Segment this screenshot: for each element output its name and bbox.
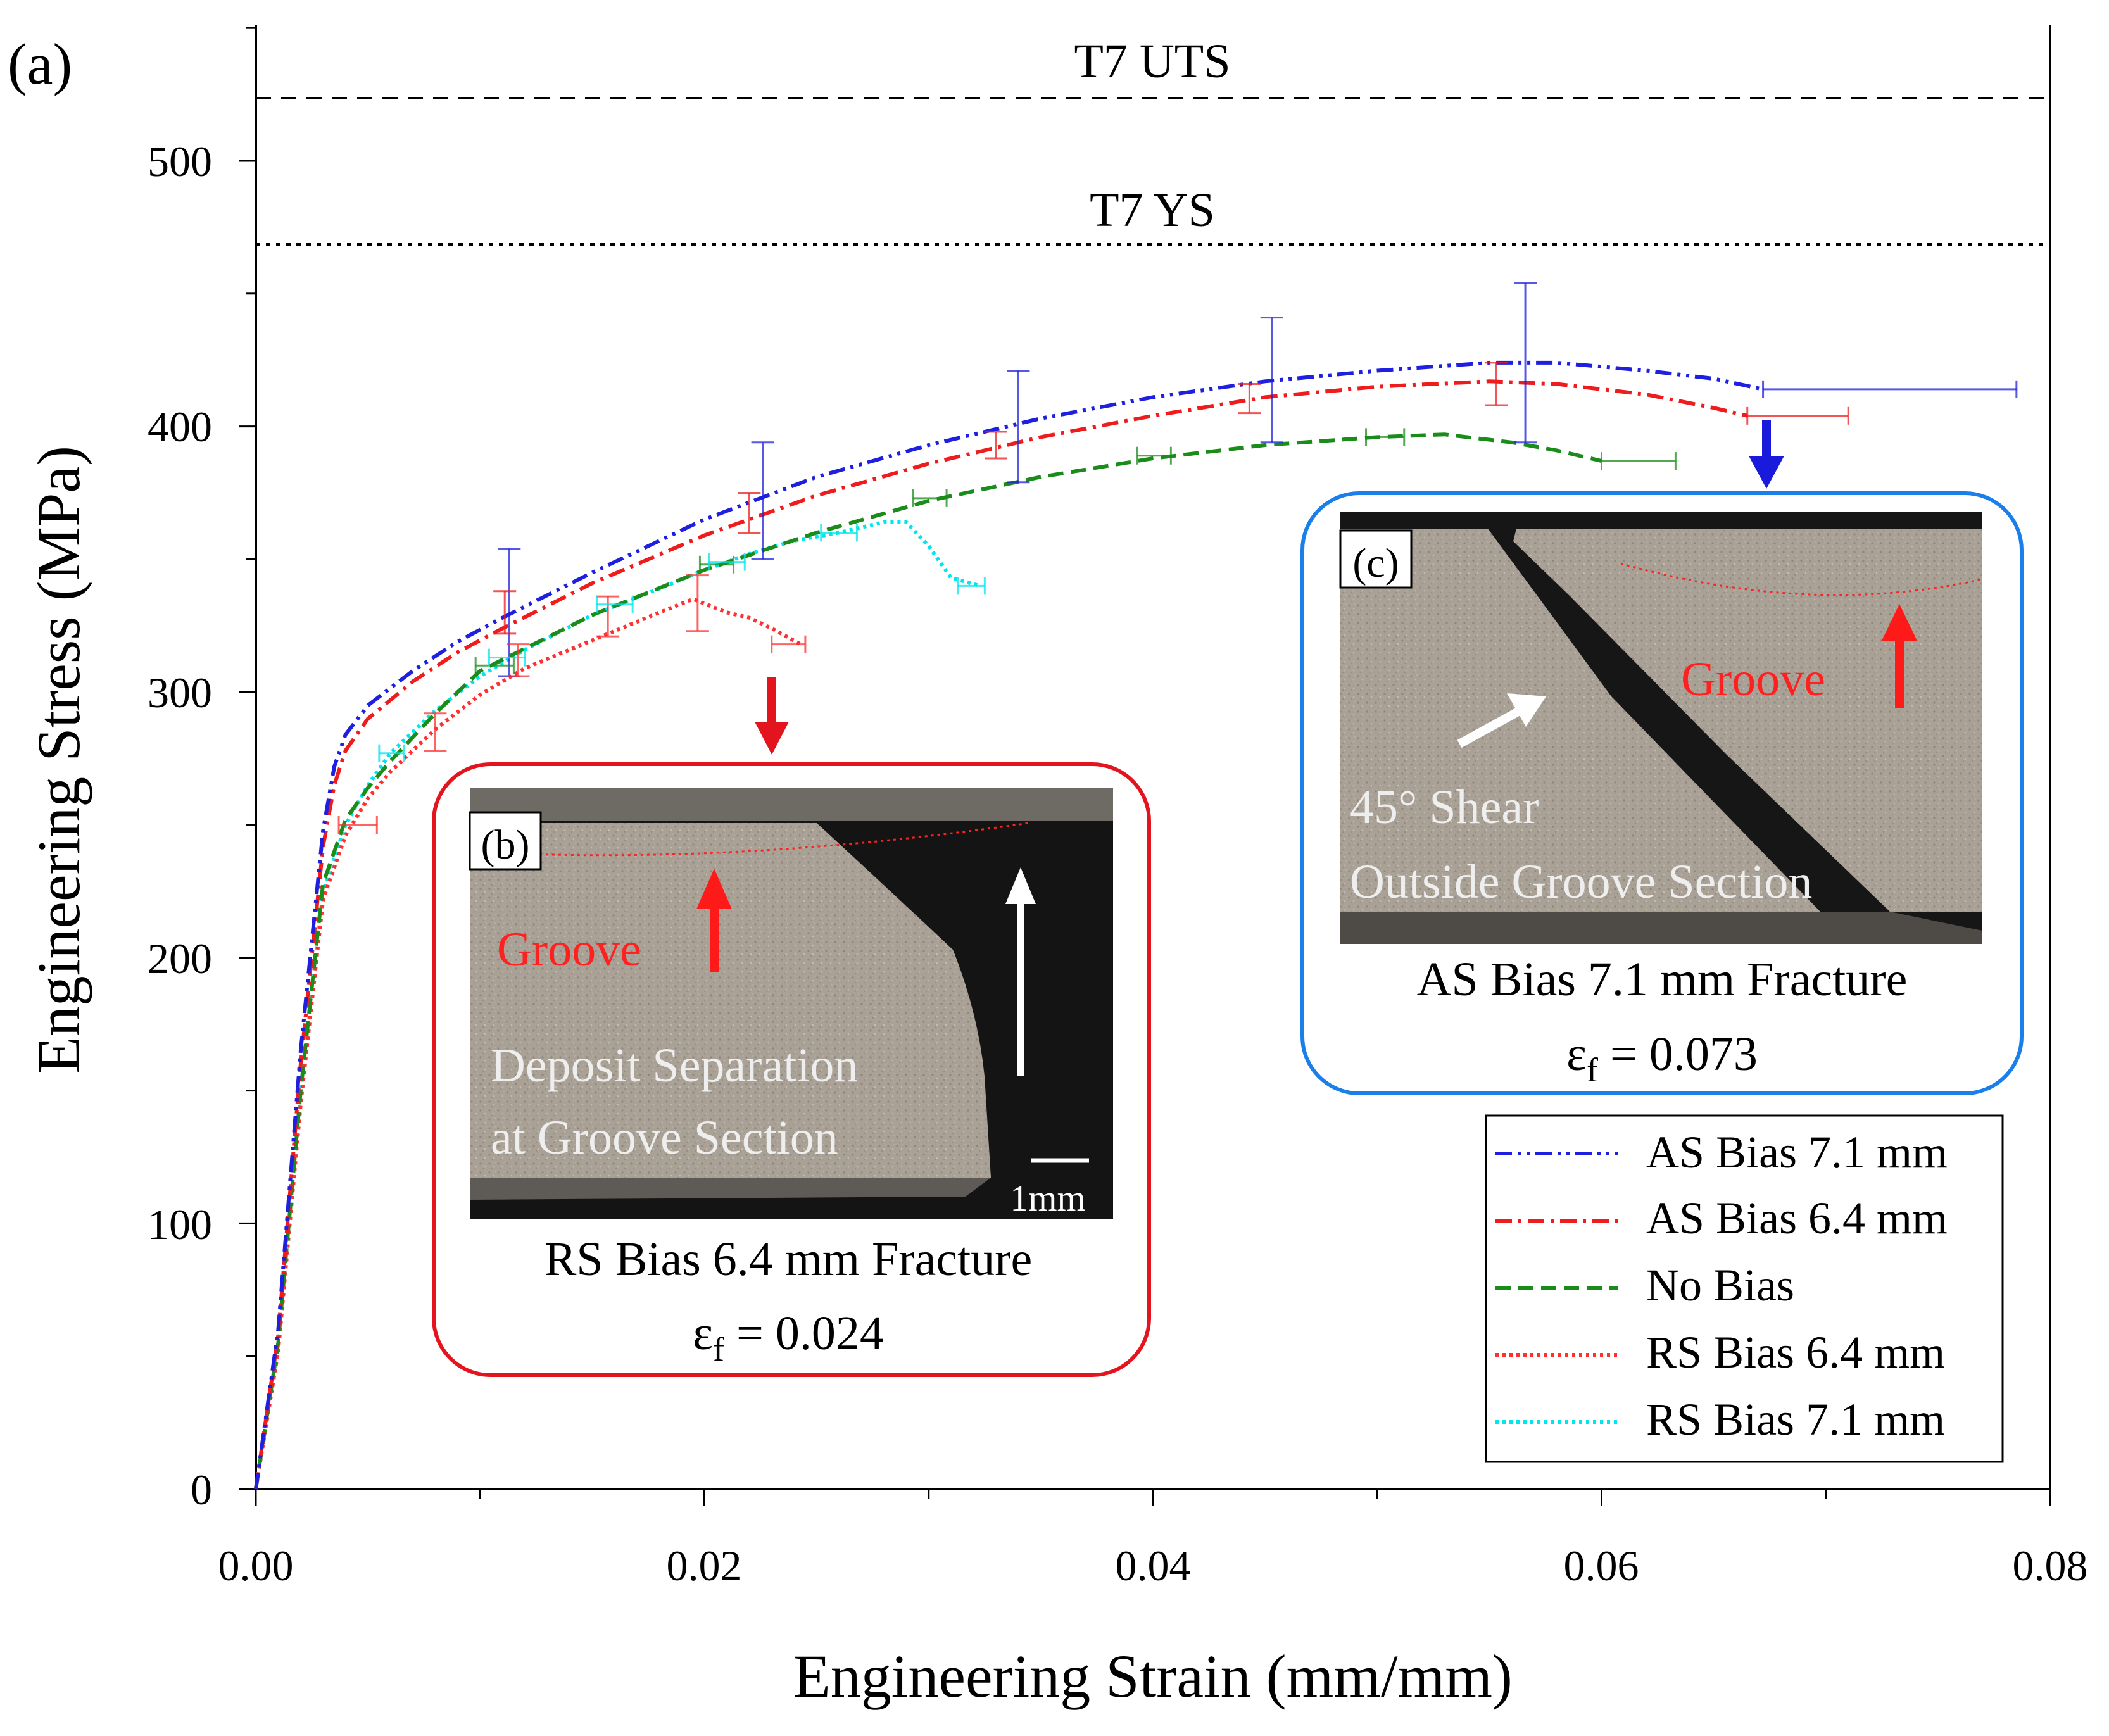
- y-tick-label: 300: [148, 669, 212, 717]
- axis-tick-labels: 0.00 0.02 0.04 0.06 0.08 0 100 200 300 4…: [148, 137, 2088, 1590]
- inset-b: (b) Groove Deposit Separation at Groove …: [432, 762, 1151, 1377]
- error-bar: [1238, 382, 1261, 415]
- error-bar: [686, 574, 709, 632]
- inset-c-note-line1: 45° Shear: [1350, 781, 1539, 834]
- error-bar: [738, 492, 761, 534]
- inset-b-caption: RS Bias 6.4 mm Fracture: [545, 1233, 1033, 1286]
- inset-c-micrograph: [1340, 512, 1983, 944]
- error-bar: [378, 744, 405, 762]
- inset-c-strain: εf = 0.073: [1566, 1028, 1758, 1089]
- inset-b-micrograph: [469, 788, 1113, 1219]
- fracture-arrow-c: [1749, 420, 1784, 489]
- axis-ticks: [239, 27, 2051, 1506]
- error-bar: [596, 595, 620, 638]
- error-bar: [708, 553, 746, 571]
- error-bar: [488, 648, 526, 667]
- error-bar: [1007, 369, 1030, 484]
- y-tick-label: 500: [148, 137, 212, 186]
- y-tick-label: 200: [148, 934, 212, 983]
- inset-b-scale-label: 1mm: [1010, 1178, 1085, 1219]
- series-line: [254, 432, 1602, 1490]
- error-bar: [1260, 317, 1283, 444]
- errorbar-layer: [337, 282, 2018, 834]
- inset-c-groove-label: Groove: [1681, 653, 1825, 706]
- inset-b-label: (b): [481, 822, 530, 868]
- inset-c-caption: AS Bias 7.1 mm Fracture: [1417, 953, 1908, 1006]
- y-axis-title: Engineering Stress (MPa): [25, 446, 92, 1074]
- series-line: [254, 379, 1748, 1490]
- y-tick-label: 0: [191, 1466, 212, 1514]
- inset-b-strain: εf = 0.024: [693, 1307, 884, 1368]
- error-bar: [507, 643, 530, 677]
- series-layer: [254, 360, 1764, 1490]
- reference-ys: T7 YS: [256, 184, 2050, 246]
- legend: AS Bias 7.1 mm AS Bias 6.4 mm No Bias RS…: [1485, 1114, 2004, 1463]
- x-axis-title: Engineering Strain (mm/mm): [793, 1642, 1513, 1710]
- fracture-arrow-b: [755, 677, 789, 755]
- legend-label: AS Bias 6.4 mm: [1646, 1193, 1948, 1243]
- error-bar: [1136, 446, 1172, 465]
- uts-label: T7 UTS: [1074, 35, 1231, 88]
- x-tick-label: 0.06: [1564, 1542, 1639, 1590]
- error-bar: [1762, 380, 2018, 398]
- error-bar: [820, 524, 858, 542]
- series-line: [254, 360, 1764, 1490]
- legend-label: RS Bias 7.1 mm: [1646, 1394, 1945, 1445]
- ys-label: T7 YS: [1090, 184, 1215, 237]
- error-bar: [1485, 362, 1508, 406]
- x-tick-label: 0.00: [218, 1542, 294, 1590]
- error-bar: [912, 489, 948, 507]
- legend-label: RS Bias 6.4 mm: [1646, 1327, 1945, 1378]
- legend-keys: [1495, 1152, 1618, 1424]
- error-bar: [751, 441, 774, 560]
- inset-c: (c) Groove 45° Shear Outside Groove Sect…: [1300, 491, 2024, 1095]
- y-tick-label: 100: [148, 1200, 212, 1249]
- error-bar: [1365, 428, 1406, 446]
- error-bar: [424, 712, 447, 752]
- inset-b-note-line2: at Groove Section: [491, 1111, 838, 1164]
- reference-uts: T7 UTS: [256, 35, 2050, 99]
- error-bar: [493, 590, 517, 635]
- inset-c-note-line2: Outside Groove Section: [1350, 855, 1812, 909]
- error-bar: [1746, 406, 1849, 425]
- error-bar: [595, 595, 634, 613]
- legend-label: No Bias: [1646, 1260, 1794, 1311]
- error-bar: [957, 577, 986, 595]
- x-tick-label: 0.04: [1116, 1542, 1191, 1590]
- inset-b-groove-label: Groove: [497, 923, 641, 976]
- error-bar: [1514, 282, 1537, 444]
- error-bar: [698, 555, 735, 574]
- legend-label: AS Bias 7.1 mm: [1646, 1127, 1948, 1178]
- inset-b-note-line1: Deposit Separation: [491, 1039, 858, 1092]
- error-bar: [771, 635, 807, 653]
- x-tick-label: 0.08: [2013, 1542, 2088, 1590]
- error-bar: [1601, 452, 1677, 470]
- y-tick-label: 400: [148, 403, 212, 451]
- error-bar: [474, 657, 515, 675]
- inset-c-label: (c): [1352, 540, 1399, 586]
- error-bar: [985, 431, 1008, 460]
- series-line: [254, 520, 981, 1490]
- x-tick-label: 0.02: [667, 1542, 742, 1590]
- error-bar: [337, 816, 378, 834]
- panel-label: (a): [8, 32, 72, 96]
